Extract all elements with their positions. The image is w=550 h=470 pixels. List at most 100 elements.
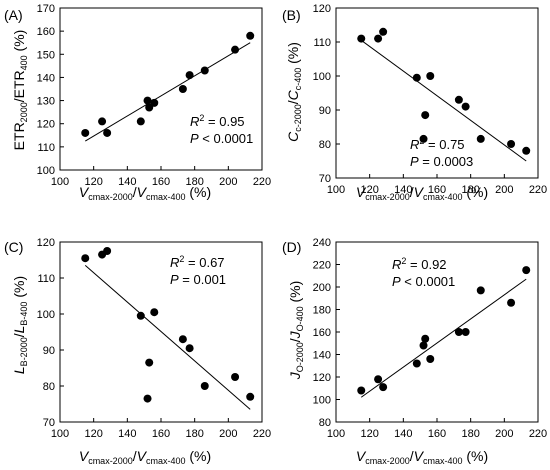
p-value-annotation: P = 0.001 [170, 272, 226, 287]
x-tick-label: 120 [84, 428, 102, 440]
y-tick-label: 140 [313, 350, 331, 362]
data-point [379, 27, 388, 36]
y-tick-label: 120 [313, 372, 331, 384]
data-point [103, 128, 112, 137]
data-point [178, 335, 187, 344]
x-tick-label: 180 [185, 176, 203, 188]
regression-line [84, 42, 251, 142]
p-value: = 0.0003 [422, 154, 473, 169]
data-point [200, 382, 209, 390]
r-squared-annotation: R2 = 0.75 [410, 136, 465, 152]
r-squared-annotation: R2 = 0.67 [170, 254, 225, 270]
x-tick-label: 100 [51, 428, 69, 440]
data-point [461, 102, 470, 111]
y-tick-label: 100 [313, 71, 331, 83]
x-axis-title: Vcmax-2000/Vcmax-400 (%) [356, 448, 488, 466]
x-tick-label: 120 [84, 176, 102, 188]
p-value-annotation: P < 0.0001 [190, 131, 253, 146]
x-axis-unit: (%) [466, 184, 488, 200]
r-squared-annotation: R2 = 0.95 [190, 113, 245, 129]
panel-label: (C) [4, 239, 23, 255]
regression-line [84, 265, 251, 410]
y-tick-label: 100 [37, 165, 55, 177]
x-tick-label: 100 [327, 428, 345, 440]
data-point [412, 359, 421, 368]
data-point [374, 375, 383, 384]
y-tick-label: 110 [313, 37, 331, 49]
r-squared-annotation: R2 = 0.92 [392, 256, 447, 272]
x-tick-label: 100 [327, 184, 345, 196]
r-squared-value: = 0.95 [208, 114, 245, 129]
y-tick-label: 90 [43, 345, 55, 357]
data-point [150, 308, 159, 317]
y-tick-label: 180 [313, 305, 331, 317]
data-point [81, 254, 90, 263]
x-tick-label: 200 [495, 184, 513, 196]
data-point [185, 71, 194, 80]
x-tick-label: 160 [152, 176, 170, 188]
y-axis-title: JO-2000/JO-400 (%) [287, 281, 305, 381]
y-tick-label: 120 [37, 119, 55, 131]
panel-label: (D) [282, 239, 301, 255]
data-point [419, 341, 428, 350]
y-axis-unit: (%) [11, 276, 27, 298]
panel-label: (A) [4, 7, 23, 23]
x-tick-label: 140 [118, 176, 136, 188]
y-tick-label: 120 [37, 237, 55, 249]
panel-label: (B) [282, 7, 301, 23]
data-point [507, 140, 516, 148]
y-tick-label: 70 [319, 173, 331, 185]
data-point [145, 358, 154, 367]
p-value-annotation: P = 0.0003 [410, 154, 473, 169]
y-tick-label: 100 [37, 309, 55, 321]
data-point [136, 311, 145, 320]
data-point [143, 394, 152, 403]
x-axis-unit: (%) [189, 184, 211, 200]
data-point [507, 298, 516, 307]
x-tick-label: 140 [394, 184, 412, 196]
data-point [419, 134, 428, 143]
x-axis-title: Vcmax-2000/Vcmax-400 (%) [356, 184, 488, 202]
y-axis-unit: (%) [287, 281, 303, 303]
y-axis-unit: (%) [11, 30, 27, 52]
x-tick-label: 140 [394, 428, 412, 440]
data-point [145, 103, 154, 112]
y-tick-label: 130 [37, 96, 55, 108]
x-tick-label: 180 [185, 428, 203, 440]
x-axis-unit: (%) [189, 448, 211, 464]
p-value: < 0.0001 [202, 131, 253, 146]
x-axis-unit: (%) [466, 448, 488, 464]
data-point [185, 344, 194, 353]
data-point [200, 66, 209, 75]
y-tick-label: 120 [313, 3, 331, 15]
p-value: < 0.0001 [404, 274, 455, 289]
panel-a: (A) 100 120 140 160 180 200 220 100 110 120 130 140… [4, 3, 271, 202]
x-tick-label: 120 [360, 428, 378, 440]
x-tick-label: 180 [461, 184, 479, 196]
data-point [231, 45, 240, 54]
data-point [98, 117, 107, 126]
x-tick-label: 120 [360, 184, 378, 196]
x-tick-label: 200 [219, 428, 237, 440]
data-point [136, 117, 145, 126]
y-tick-label: 200 [313, 282, 331, 294]
data-point [412, 73, 421, 82]
y-tick-label: 150 [37, 49, 55, 61]
data-point [357, 386, 366, 395]
x-tick-label: 160 [428, 428, 446, 440]
x-axis-title: Vcmax-2000/Vcmax-400 (%) [79, 184, 211, 202]
data-point [421, 334, 430, 343]
x-tick-label: 100 [51, 176, 69, 188]
x-tick-label: 200 [495, 428, 513, 440]
y-tick-label: 110 [37, 142, 55, 154]
x-tick-label: 140 [118, 428, 136, 440]
data-point [143, 96, 152, 105]
p-value: = 0.001 [182, 272, 226, 287]
data-point [246, 392, 255, 401]
y-tick-label: 80 [319, 139, 331, 151]
data-point [231, 373, 240, 381]
data-point [454, 95, 463, 104]
data-point [150, 98, 159, 107]
data-point [522, 266, 531, 275]
